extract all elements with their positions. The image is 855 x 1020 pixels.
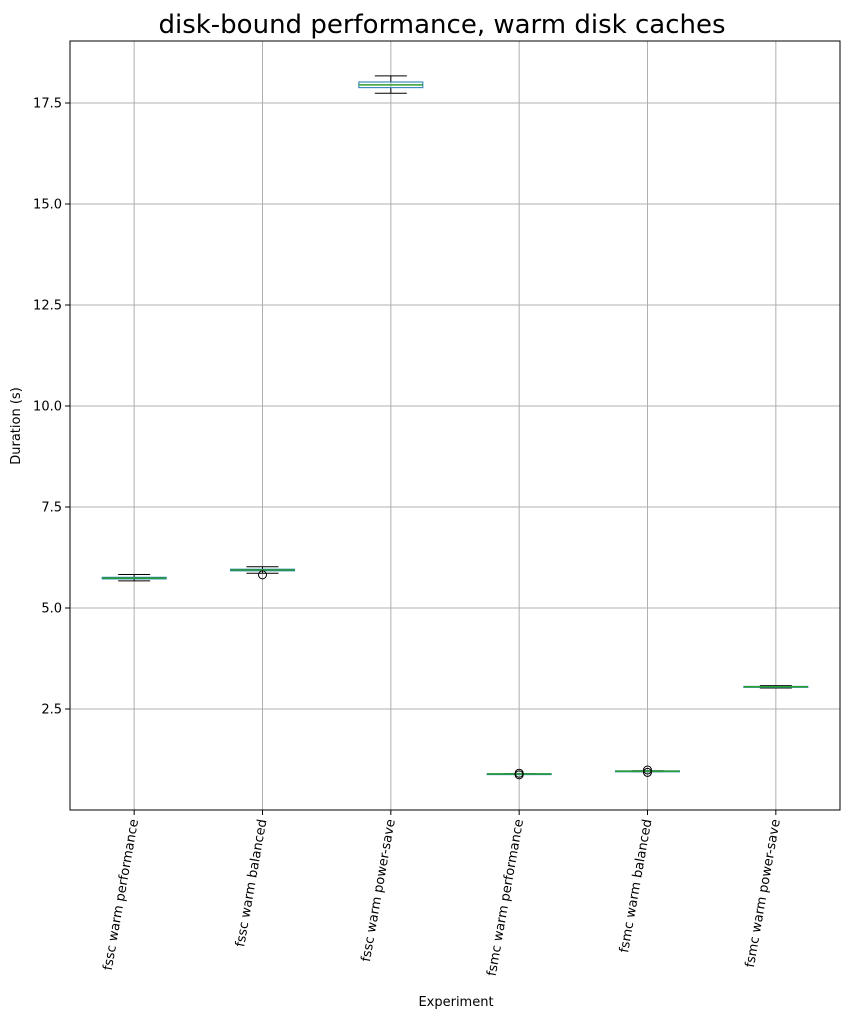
flier — [643, 767, 652, 777]
y-tick-label: 5.0 — [41, 602, 62, 617]
box-plot-6 — [743, 685, 809, 689]
box-plot-1 — [101, 573, 167, 582]
chart-title: disk-bound performance, warm disk caches — [158, 10, 725, 40]
axes: 2.5 5.0 7.5 10.0 12.5 15.0 17.5 fssc warm perfo… — [33, 40, 841, 977]
y-tick-label: 2.5 — [41, 703, 62, 718]
grid — [70, 41, 840, 810]
y-tick-label: 10.0 — [33, 400, 62, 415]
x-axis-label: Experiment — [418, 995, 493, 1010]
box-plot-4 — [486, 768, 552, 780]
x-tick-label: fsmc warm performance — [485, 818, 527, 977]
y-tick-label: 15.0 — [33, 198, 62, 213]
box-plot-5 — [615, 765, 680, 777]
x-tick-label: fssc warm balanced — [233, 818, 270, 948]
x-tick-label: fsmc warm balanced — [617, 818, 655, 954]
flier — [643, 765, 652, 775]
plot-area-frame — [69, 40, 841, 811]
x-tick-label: fssc warm performance — [101, 818, 142, 971]
x-tick-label: fsmc warm power-save — [743, 818, 784, 969]
x-tick-label: fssc warm power-save — [359, 818, 399, 963]
box-plots — [101, 75, 809, 780]
box-plot-3 — [358, 75, 424, 94]
flier — [514, 768, 524, 778]
y-axis-label: Duration (s) — [9, 387, 24, 465]
y-tick-label: 7.5 — [41, 501, 62, 516]
flier — [258, 570, 267, 580]
box-plot-2 — [230, 566, 295, 580]
y-tick-label: 12.5 — [33, 299, 62, 314]
y-tick-label: 17.5 — [33, 97, 62, 112]
